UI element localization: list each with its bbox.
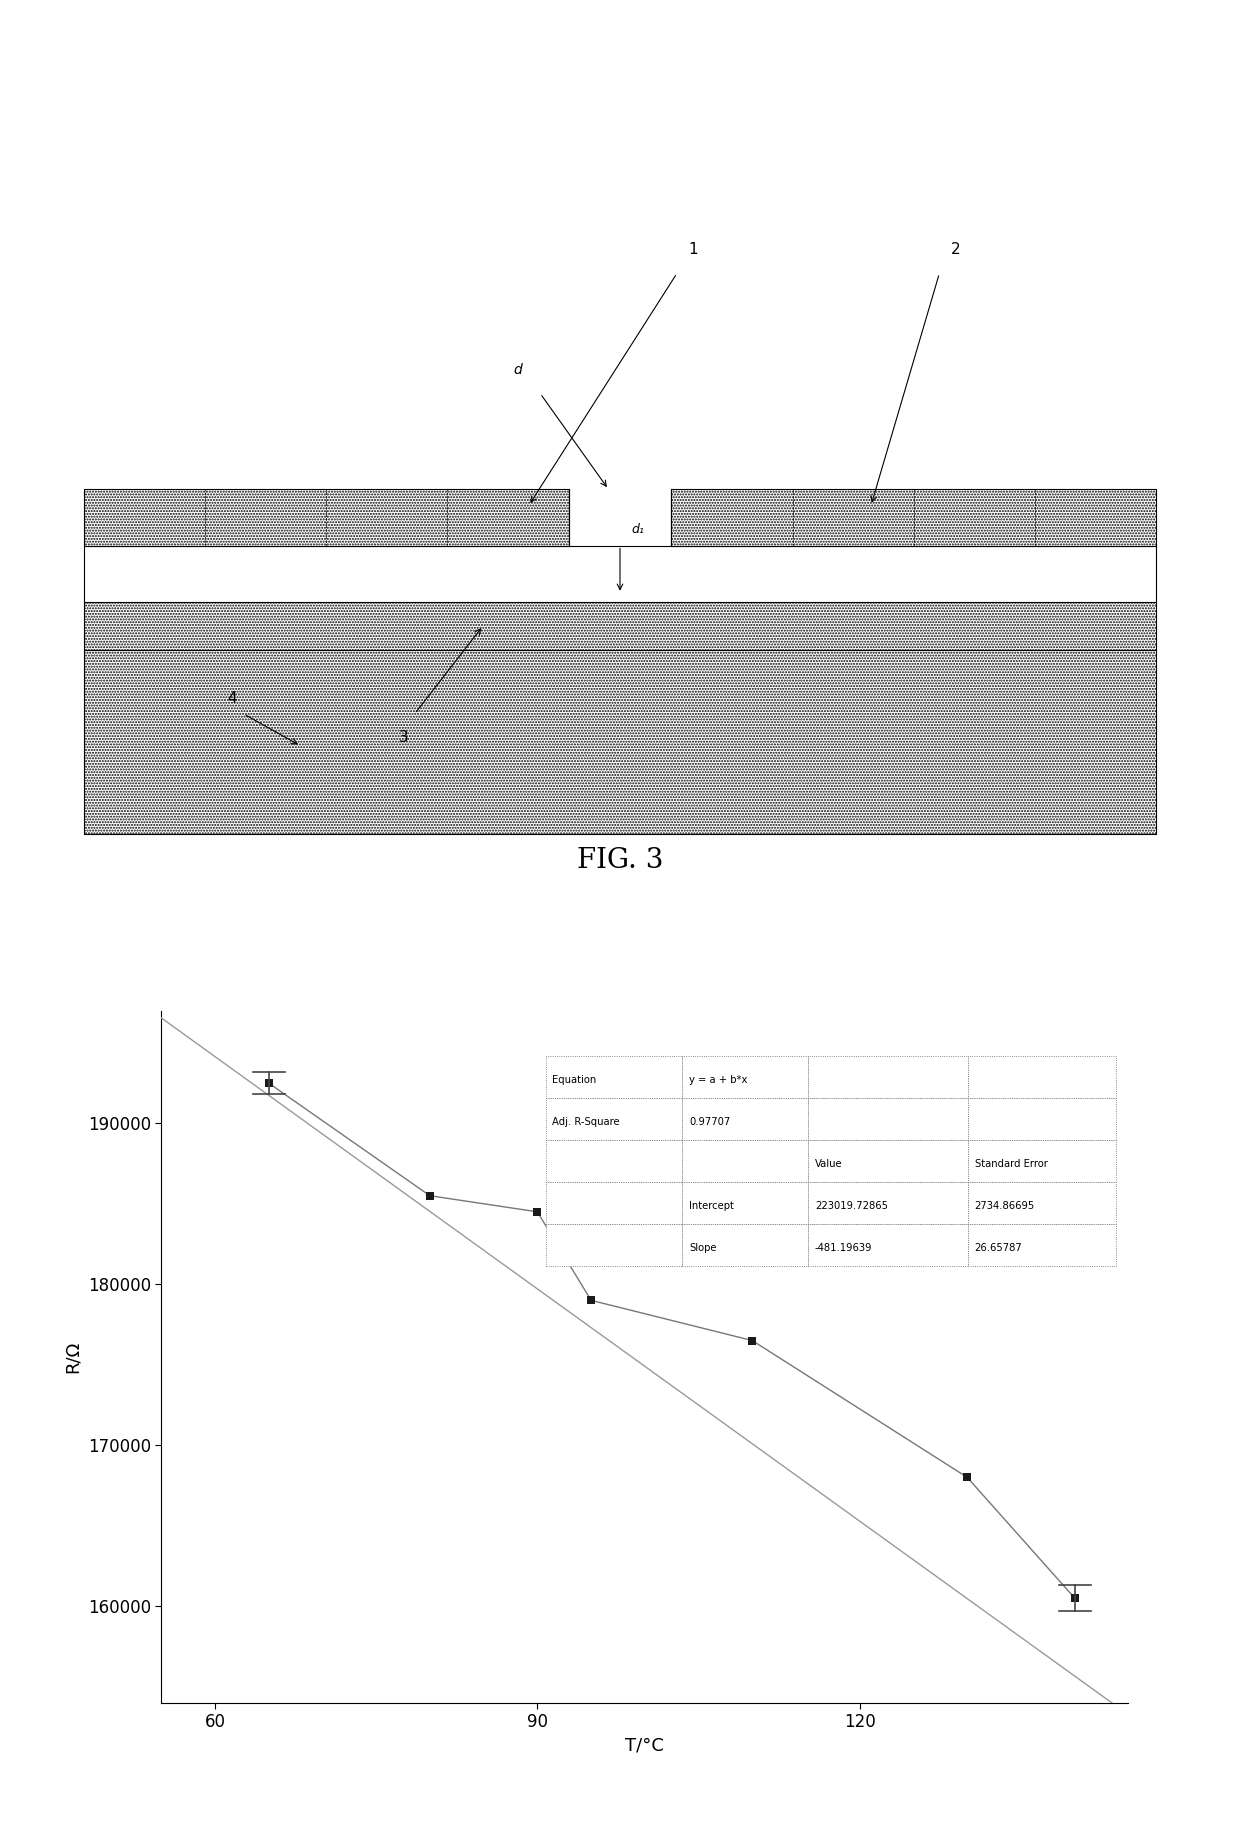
Bar [682,1224,808,1266]
Bar [546,1182,682,1224]
Point [1065,1584,1085,1613]
Point [259,1069,279,1098]
Text: FIG. 3: FIG. 3 [577,847,663,874]
X-axis label: T/°C: T/°C [625,1737,665,1755]
Bar [84,601,1156,650]
Point [527,1196,547,1226]
Bar [967,1140,1116,1182]
Bar [84,490,569,546]
Bar [546,1140,682,1182]
Text: Adj. R-Square: Adj. R-Square [553,1118,620,1127]
Point [957,1462,977,1491]
Point [582,1286,601,1315]
Bar [682,1098,808,1140]
Bar [967,1056,1116,1098]
Text: Slope: Slope [689,1244,717,1253]
Point [743,1326,763,1355]
Text: 2: 2 [951,242,961,257]
Bar [808,1056,967,1098]
Text: d: d [513,364,522,377]
Bar [84,546,1156,601]
Bar [546,1056,682,1098]
Bar [808,1098,967,1140]
Text: Intercept: Intercept [689,1202,734,1211]
Text: 223019.72865: 223019.72865 [815,1202,888,1211]
Text: Value: Value [815,1160,842,1169]
Bar [682,1140,808,1182]
Bar [546,1098,682,1140]
Text: Equation: Equation [553,1076,596,1085]
Text: -481.19639: -481.19639 [815,1244,872,1253]
Bar [671,490,1156,546]
Bar [808,1140,967,1182]
Text: 2734.86695: 2734.86695 [975,1202,1035,1211]
Bar [967,1098,1116,1140]
Bar [682,1056,808,1098]
Point [420,1182,440,1211]
Text: 4: 4 [227,690,237,707]
Bar [808,1224,967,1266]
Y-axis label: R/Ω: R/Ω [64,1340,82,1373]
Text: Standard Error: Standard Error [975,1160,1048,1169]
Text: y = a + b*x: y = a + b*x [689,1076,748,1085]
Text: 1: 1 [688,242,698,257]
Bar [967,1224,1116,1266]
Text: 26.65787: 26.65787 [975,1244,1022,1253]
Bar [967,1182,1116,1224]
Text: 0.97707: 0.97707 [689,1118,730,1127]
Bar [808,1182,967,1224]
Bar [546,1224,682,1266]
Text: d₁: d₁ [631,523,645,535]
Bar [682,1182,808,1224]
Text: 3: 3 [398,730,408,745]
Bar [84,650,1156,834]
